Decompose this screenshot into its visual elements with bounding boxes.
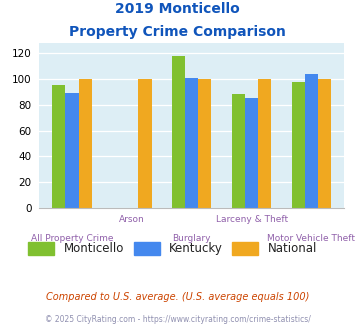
Bar bbox=[305, 74, 318, 208]
Bar bbox=[185, 78, 198, 208]
Bar bbox=[198, 79, 212, 208]
Bar bbox=[78, 79, 92, 208]
Text: Arson: Arson bbox=[119, 214, 145, 223]
Text: Burglary: Burglary bbox=[173, 234, 211, 243]
Bar bbox=[138, 79, 152, 208]
Bar bbox=[52, 85, 65, 208]
Text: © 2025 CityRating.com - https://www.cityrating.com/crime-statistics/: © 2025 CityRating.com - https://www.city… bbox=[45, 315, 310, 324]
Text: Larceny & Theft: Larceny & Theft bbox=[215, 214, 288, 223]
Text: Property Crime Comparison: Property Crime Comparison bbox=[69, 25, 286, 39]
Bar bbox=[318, 79, 331, 208]
Text: Compared to U.S. average. (U.S. average equals 100): Compared to U.S. average. (U.S. average … bbox=[46, 292, 309, 302]
Text: All Property Crime: All Property Crime bbox=[31, 234, 113, 243]
Legend: Monticello, Kentucky, National: Monticello, Kentucky, National bbox=[24, 237, 322, 260]
Bar bbox=[245, 98, 258, 208]
Text: Motor Vehicle Theft: Motor Vehicle Theft bbox=[267, 234, 355, 243]
Bar bbox=[172, 56, 185, 208]
Bar bbox=[258, 79, 271, 208]
Text: 2019 Monticello: 2019 Monticello bbox=[115, 2, 240, 16]
Bar bbox=[232, 94, 245, 208]
Bar bbox=[292, 82, 305, 208]
Bar bbox=[65, 93, 78, 208]
